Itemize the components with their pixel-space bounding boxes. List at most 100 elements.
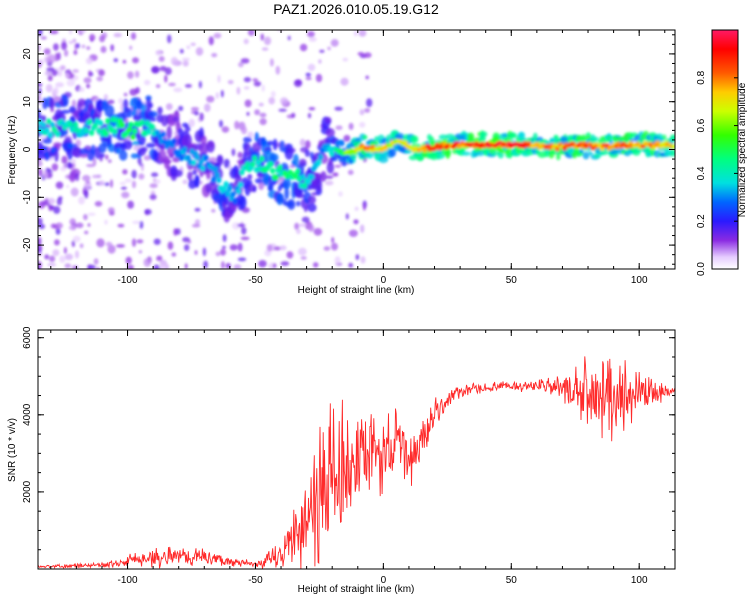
spectrogram-noise-blob [72, 235, 81, 243]
spectrogram-noise-blob [244, 99, 252, 108]
spectrogram-ridge-point [300, 174, 306, 181]
spectrogram-noise-blob [38, 168, 43, 177]
spectrogram-noise-blob [208, 36, 214, 46]
snr-x-tick-label: -50 [248, 575, 263, 586]
spectrogram-ridge-point [185, 154, 191, 161]
spectrogram-noise-blob [110, 179, 113, 188]
spectrogram-noise-blob [38, 266, 41, 269]
spectrogram-ridge-point [89, 129, 95, 136]
spectrogram-noise-blob [254, 109, 260, 116]
spectrogram-noise-blob [79, 243, 84, 249]
spectrogram-noise-blob [308, 37, 317, 42]
spectrogram-noise-blob [60, 65, 66, 71]
spectrogram-noise-blob [238, 61, 244, 68]
spectrogram-noise-blob [123, 92, 128, 97]
figure-title: PAZ1.2026.010.05.19.G12 [273, 1, 439, 17]
spectrogram-ridge-point [244, 161, 251, 168]
spectrogram-noise-blob [305, 72, 311, 77]
spectrogram-noise-blob [298, 247, 307, 256]
spectrogram-noise-blob [358, 30, 367, 37]
spectrogram-noise-blob [342, 57, 349, 62]
spectrogram-noise-blob [186, 45, 191, 50]
spectrogram-halo-blob [136, 99, 142, 111]
spectrogram-halo-blob [284, 186, 290, 200]
spectrogram-ridge-point [200, 165, 206, 172]
spectrogram-noise-blob [52, 249, 60, 257]
spectrogram-noise-blob [158, 56, 165, 62]
spectrogram-noise-blob [74, 250, 80, 259]
spectrogram-ridge-point [388, 143, 394, 149]
snr-frame [37, 329, 676, 570]
spectrogram-halo-blob [145, 95, 152, 101]
spectrogram-noise-blob [232, 222, 241, 230]
spectrogram-noise-blob [55, 222, 63, 229]
spectrogram-noise-blob [258, 260, 267, 268]
spectrogram-noise-blob [191, 223, 201, 228]
spectrogram-halo-blob [192, 169, 197, 176]
spectrogram-noise-blob [38, 237, 42, 246]
spectrogram-noise-blob [66, 79, 76, 87]
spectrogram-noise-blob [334, 164, 341, 168]
spectrogram-halo-blob [167, 113, 176, 127]
spectrogram-noise-blob [156, 256, 163, 262]
colorbar-tick-label: 0.2 [696, 214, 707, 228]
spectrogram-noise-blob [179, 49, 184, 54]
spectrogram-halo-blob [662, 134, 667, 140]
spectrogram-noise-blob [324, 180, 334, 186]
spectrogram-halo-blob [341, 161, 347, 167]
spectrogram-noise-blob [86, 83, 91, 89]
spectrogram-noise-blob [221, 261, 225, 269]
spectrogram-noise-blob [40, 36, 47, 40]
spectrogram-halo-blob [282, 177, 292, 190]
spectrogram-noise-blob [359, 121, 366, 128]
spectrogram-halo-blob [600, 150, 609, 156]
spectrogram-ridge-point [295, 168, 301, 175]
spectrogram-noise-blob [227, 80, 234, 85]
spectrogram-noise-blob [184, 244, 190, 252]
spectrogram-noise-blob [331, 237, 335, 244]
spectrogram-halo-blob [79, 148, 89, 155]
spectrogram-ridge-point [250, 161, 256, 168]
snr-x-label: Height of straight line (km) [298, 584, 415, 595]
spectrogram-halo-blob [172, 157, 180, 163]
spectrogram-noise-blob [38, 87, 42, 95]
spectrogram-noise-blob [275, 65, 281, 75]
spectrogram-noise-blob [198, 80, 202, 89]
spectrogram-noise-blob [241, 227, 247, 235]
spectrogram-noise-blob [182, 60, 189, 67]
spectrogram-noise-blob [348, 262, 354, 268]
spectrogram-noise-blob [164, 67, 172, 75]
spectrogram-noise-blob [241, 126, 247, 135]
spectrogram-noise-blob [253, 81, 262, 87]
spectrogram-halo-blob [148, 102, 154, 109]
spectrogram-noise-blob [298, 223, 307, 227]
spectrogram-noise-blob [129, 45, 133, 50]
spectrogram-noise-blob [99, 35, 106, 43]
spectrogram-noise-blob [190, 42, 196, 46]
spectrogram-noise-blob [181, 57, 191, 61]
spectrogram-halo-blob [670, 149, 675, 157]
spectrogram-noise-blob [71, 99, 77, 108]
spectrogram-noise-blob [144, 208, 152, 215]
spectrogram-noise-blob [222, 245, 226, 249]
spectrogram-noise-blob [113, 58, 119, 63]
spectrogram-noise-blob [61, 155, 68, 164]
spectrogram-noise-blob [38, 217, 43, 226]
spectrogram-noise-blob [127, 200, 134, 209]
spectrogram-ridge-point [318, 154, 324, 161]
spectrogram-ridge-point [146, 128, 152, 135]
spectrogram-halo-blob [107, 143, 116, 153]
spectrogram-noise-blob [175, 228, 181, 235]
spectrogram-noise-blob [159, 263, 167, 269]
spectrogram-ridge-point [98, 120, 104, 126]
spectrogram-ridge-point [309, 174, 315, 180]
spectrogram-noise-blob [57, 72, 63, 77]
spectrogram-noise-blob [94, 201, 103, 207]
spectrogram-halo-blob [378, 155, 389, 164]
spectrogram-halo-blob [267, 140, 274, 146]
spectrogram-noise-blob [88, 70, 92, 77]
spectrogram-noise-blob [121, 191, 130, 199]
spectrogram-noise-blob [116, 244, 125, 248]
spectrogram-halo-blob [69, 105, 76, 114]
